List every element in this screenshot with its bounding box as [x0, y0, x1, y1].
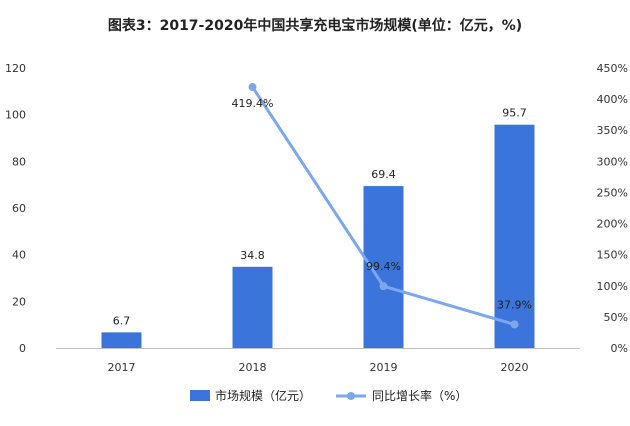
- right-tick-label: 50%: [604, 311, 628, 324]
- bar: [101, 332, 142, 348]
- left-tick-label: 100: [5, 109, 26, 122]
- x-tick-label: 2019: [370, 361, 398, 374]
- line-value-label: 419.4%: [232, 97, 274, 110]
- line-point: [379, 282, 388, 291]
- left-tick-label: 40: [12, 249, 26, 262]
- right-tick-label: 450%: [597, 62, 628, 75]
- left-tick-label: 0: [19, 342, 26, 355]
- left-tick-label: 60: [12, 202, 26, 215]
- legend-bar-swatch: [190, 390, 210, 401]
- right-tick-label: 100%: [597, 280, 628, 293]
- legend-bar-label: 市场规模（亿元）: [215, 388, 311, 403]
- left-tick-label: 80: [12, 155, 26, 168]
- left-axis-ticks: 0 20 40 60 80 100 120: [5, 62, 26, 355]
- bar-value-label: 69.4: [371, 168, 396, 181]
- right-tick-label: 150%: [597, 249, 628, 262]
- line-point: [510, 320, 519, 329]
- bar-value-label: 6.7: [113, 314, 131, 327]
- left-tick-label: 120: [5, 62, 26, 75]
- legend-line-marker: [347, 392, 355, 400]
- chart-title: 图表3：2017-2020年中国共享充电宝市场规模(单位：亿元，%): [108, 17, 522, 34]
- left-tick-label: 20: [12, 295, 26, 308]
- right-tick-label: 300%: [597, 155, 628, 168]
- x-tick-label: 2018: [239, 361, 267, 374]
- line-point: [248, 83, 257, 92]
- bar: [494, 124, 535, 348]
- line-value-labels: 419.4% 99.4% 37.9%: [232, 97, 532, 311]
- right-tick-label: 400%: [597, 93, 628, 106]
- right-tick-label: 200%: [597, 218, 628, 231]
- bar-series: [101, 124, 535, 348]
- x-axis-ticks: 2017 2018 2019 2020: [108, 361, 529, 374]
- line-series: [248, 83, 519, 329]
- bar-value-label: 34.8: [240, 249, 265, 262]
- x-tick-label: 2020: [501, 361, 529, 374]
- line-value-label: 37.9%: [497, 298, 532, 311]
- right-tick-label: 0%: [611, 342, 628, 355]
- right-tick-label: 250%: [597, 186, 628, 199]
- bar-value-label: 95.7: [502, 107, 527, 120]
- right-axis-ticks: 0% 50% 100% 150% 200% 250% 300% 350% 400% 450%: [597, 62, 628, 355]
- line-value-label: 99.4%: [366, 260, 401, 273]
- bar-value-labels: 6.7 34.8 69.4 95.7: [113, 107, 527, 328]
- x-tick-label: 2017: [108, 361, 136, 374]
- legend-line-label: 同比增长率（%）: [372, 388, 467, 403]
- right-tick-label: 350%: [597, 124, 628, 137]
- bar: [232, 266, 273, 348]
- legend: 市场规模（亿元） 同比增长率（%）: [190, 388, 467, 403]
